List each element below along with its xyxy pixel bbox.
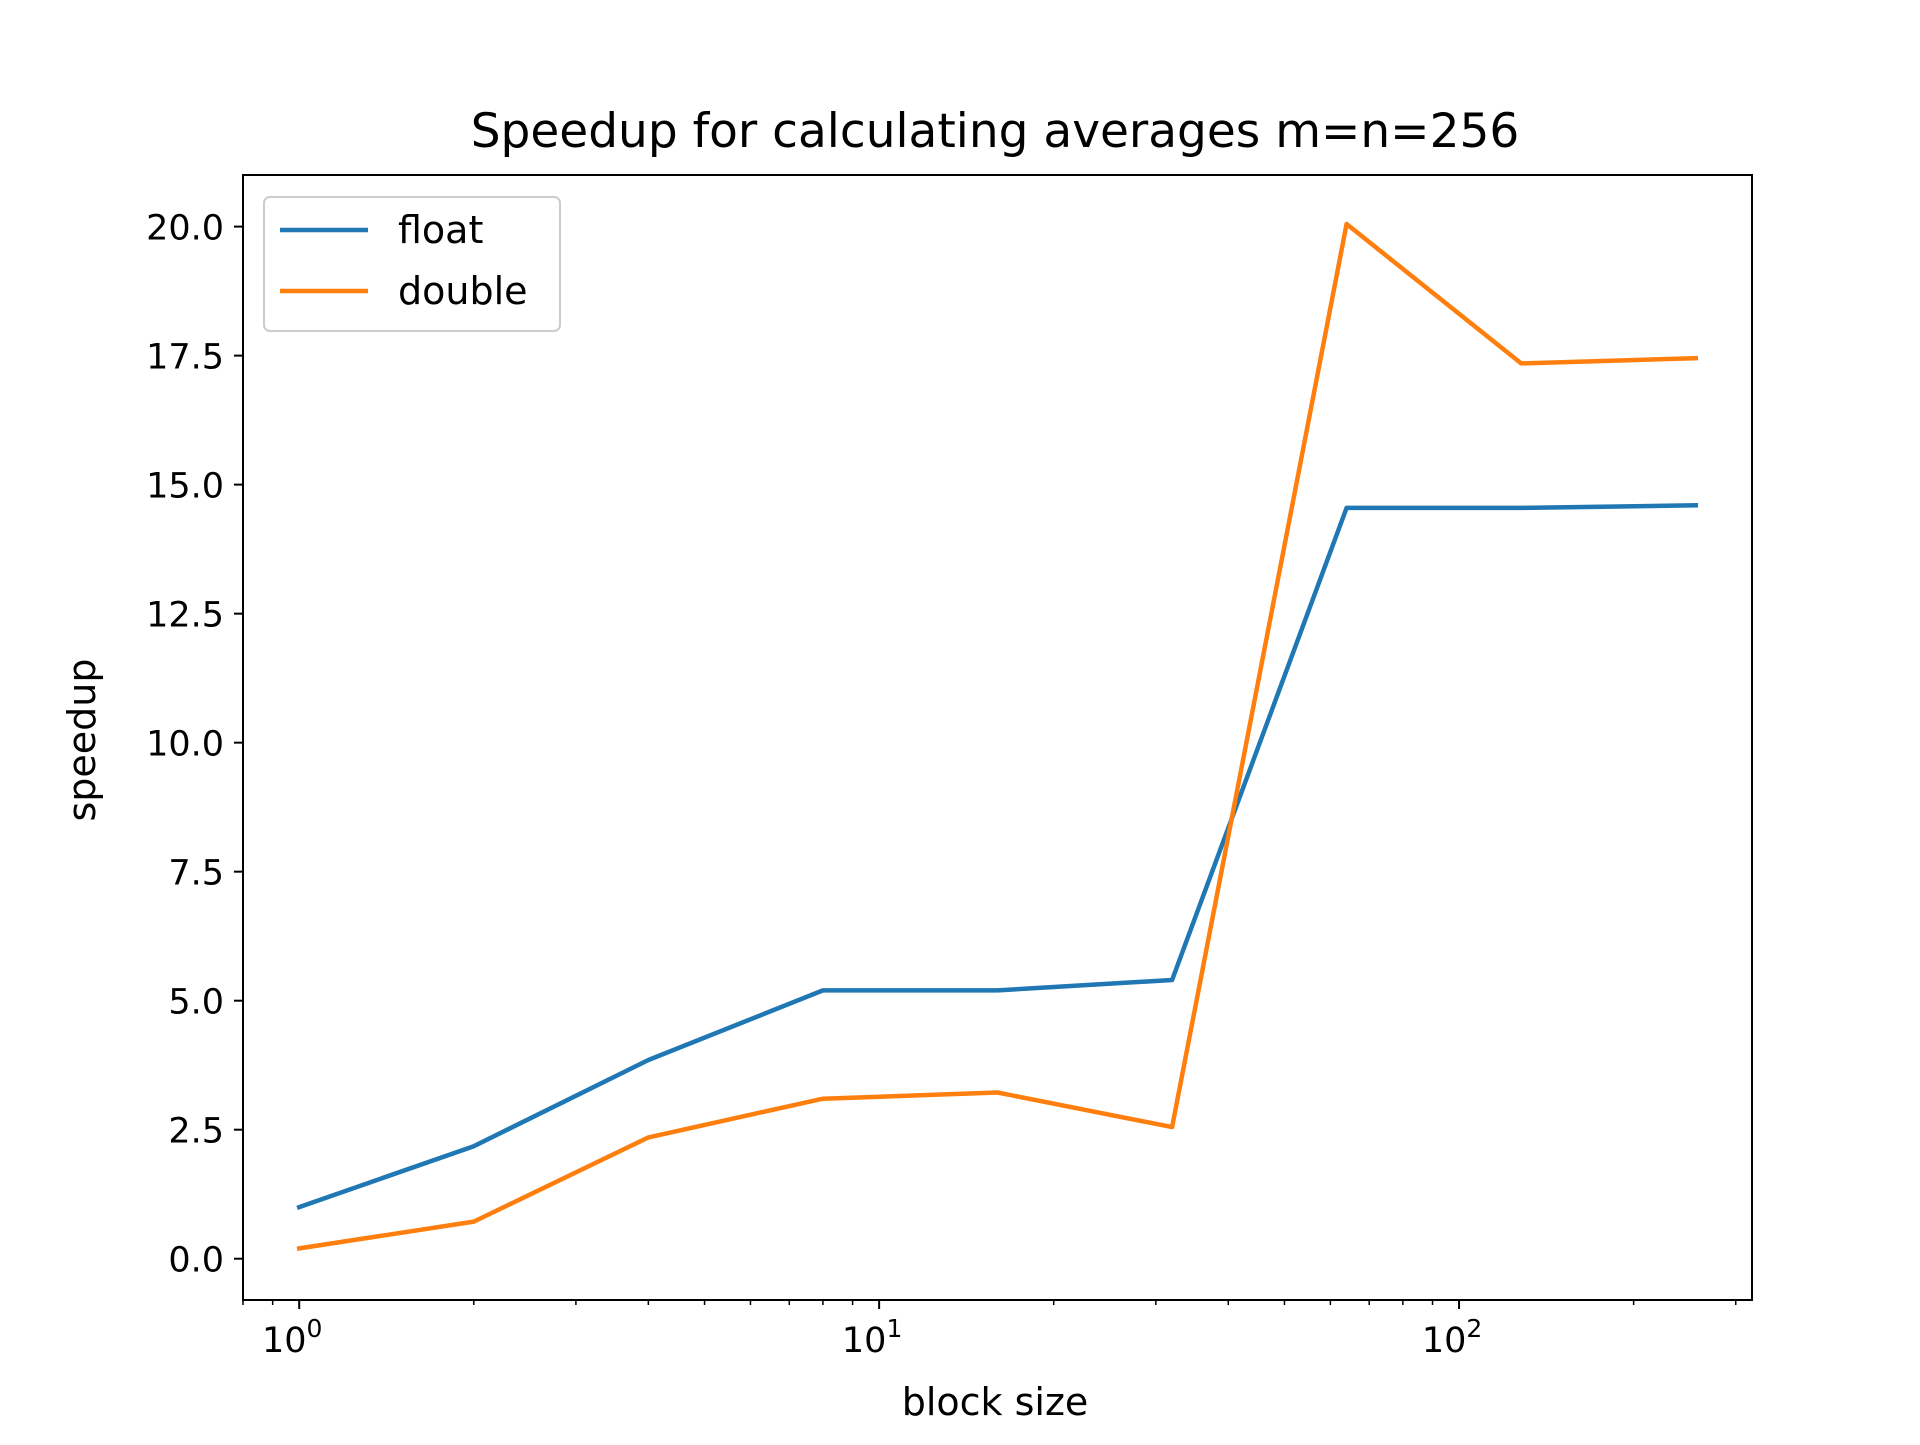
x-axis-label: block size [902, 1380, 1089, 1424]
y-tick-label: 5.0 [168, 983, 224, 1023]
y-tick-label: 7.5 [168, 854, 224, 894]
legend: float double [263, 196, 561, 332]
legend-label-float: float [398, 208, 483, 252]
x-tick-label: 102 [1422, 1314, 1482, 1361]
y-tick-label: 15.0 [146, 467, 224, 507]
series-line-float [296, 503, 1699, 1210]
y-tick-label: 2.5 [168, 1112, 224, 1152]
y-tick-label: 0.0 [168, 1241, 224, 1281]
y-tick-label: 20.0 [146, 209, 224, 249]
y-tick-label: 17.5 [146, 338, 224, 378]
y-tick-label: 10.0 [146, 725, 224, 765]
y-tick-label: 12.5 [146, 596, 224, 636]
legend-label-double: double [398, 269, 528, 313]
chart-title: Speedup for calculating averages m=n=256 [471, 104, 1520, 159]
series-line-double [296, 221, 1699, 1251]
x-tick-label: 101 [842, 1314, 902, 1361]
x-tick-label: 100 [262, 1314, 322, 1361]
y-axis-label: speedup [60, 658, 104, 821]
axes-frame [242, 174, 1753, 1301]
plot-area: 0.0 2.5 5.0 7.5 10.0 12.5 15.0 17.5 20.0 100 101 10… [146, 174, 1753, 1361]
